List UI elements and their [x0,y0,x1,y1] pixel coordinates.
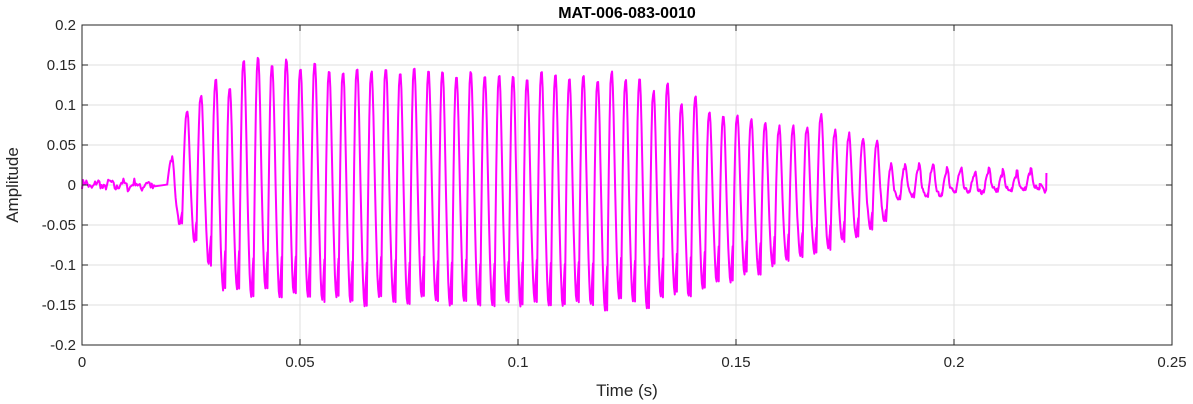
y-axis-label: Amplitude [3,147,22,223]
plot-area [81,56,1048,312]
x-tick-label: 0.05 [285,354,314,371]
y-tick-label: 0.2 [55,17,76,34]
x-axis-label: Time (s) [596,381,658,400]
x-tick-label: 0 [78,354,86,371]
y-tick-label: -0.05 [42,217,76,234]
y-tick-label: -0.15 [42,297,76,314]
x-tick-label: 0.1 [508,354,529,371]
ticks: 0 0.05 0.1 0.15 0.2 0.25 -0.2 -0.15 -0.1 -0.05 0 0.… [42,17,1187,371]
waveform-series-line [81,56,1048,312]
y-tick-label: -0.1 [50,257,76,274]
y-tick-label: 0.15 [47,57,76,74]
chart-title: MAT-006-083-0010 [558,5,696,22]
y-tick-label: 0 [68,177,76,194]
y-tick-label: 0.1 [55,97,76,114]
x-tick-label: 0.2 [944,354,965,371]
y-tick-label: -0.2 [50,337,76,354]
x-tick-label: 0.25 [1157,354,1186,371]
x-tick-label: 0.15 [721,354,750,371]
y-tick-label: 0.05 [47,137,76,154]
